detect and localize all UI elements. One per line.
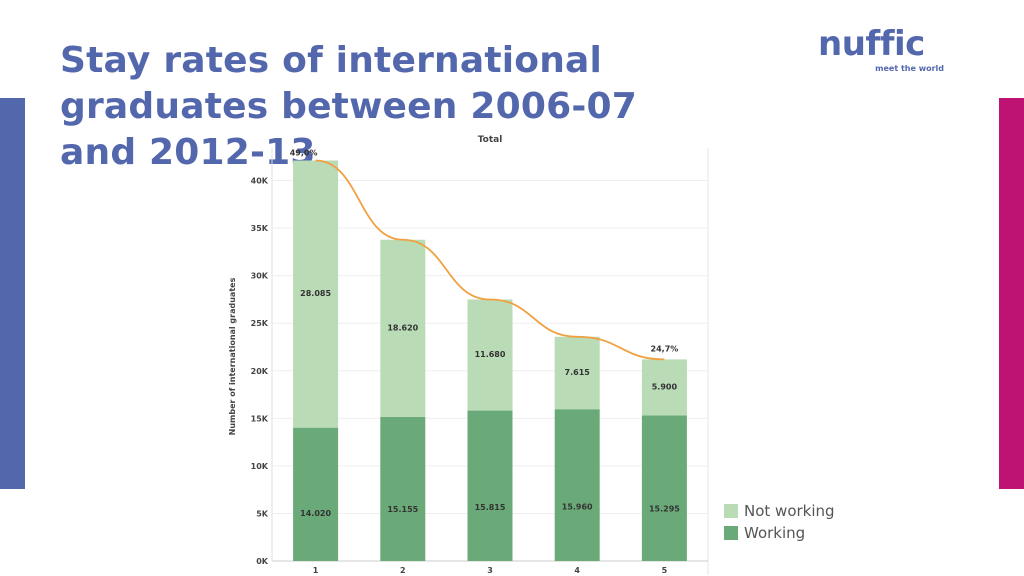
y-tick-label: 10K xyxy=(251,462,269,471)
x-tick-label: 5 xyxy=(662,566,668,575)
data-label-working: 15.155 xyxy=(387,505,418,514)
legend-swatch-working xyxy=(724,526,738,540)
data-label-working: 15.960 xyxy=(562,502,593,511)
bar-working xyxy=(293,427,339,561)
data-label-working: 15.815 xyxy=(475,503,506,512)
stay-rate-trend-line xyxy=(315,159,665,361)
y-tick-label: 40K xyxy=(251,177,269,186)
bar-not-working xyxy=(380,239,426,417)
bar-not-working xyxy=(641,359,687,416)
trend-label-first: 49,0% xyxy=(290,149,318,158)
data-label-not-working: 5.900 xyxy=(652,382,678,391)
y-tick-label: 35K xyxy=(251,224,269,233)
data-label-not-working: 18.620 xyxy=(387,323,418,332)
slide-title: Stay rates of international graduates be… xyxy=(60,40,637,173)
y-tick-label: 5K xyxy=(256,509,269,518)
bar-not-working xyxy=(467,299,513,411)
bar-not-working xyxy=(293,160,339,428)
bar-working xyxy=(554,409,600,561)
y-tick-label: 25K xyxy=(251,319,269,328)
nuffic-logo: nuffic meet the world xyxy=(818,24,948,80)
right-accent-bar xyxy=(999,98,1024,489)
y-tick-label: 15K xyxy=(251,414,269,423)
y-tick-label: 20K xyxy=(251,367,269,376)
y-tick-label: 30K xyxy=(251,272,269,281)
stacked-bar-chart: Total 0K 5K 10K 15K 20K 25K 30K 35K 40K Number of … xyxy=(228,135,709,575)
y-tick-label: 0K xyxy=(256,557,269,566)
data-label-working: 15.295 xyxy=(649,505,680,514)
data-label-not-working: 28.085 xyxy=(300,289,331,298)
bar-working xyxy=(380,416,426,561)
x-tick-label: 3 xyxy=(487,566,493,575)
trend-label-last: 24,7% xyxy=(651,344,679,353)
bar-working xyxy=(641,415,687,561)
legend-item-working: Working xyxy=(724,522,835,544)
data-label-not-working: 7.615 xyxy=(565,368,591,377)
bar-working xyxy=(467,410,513,561)
legend-label-not-working: Not working xyxy=(744,502,835,520)
legend-swatch-not-working xyxy=(724,504,738,518)
y-axis-label: Number of international graduates xyxy=(228,277,237,435)
chart-title: Total xyxy=(478,135,503,145)
bar-not-working xyxy=(554,336,600,410)
logo-wordmark: nuffic xyxy=(818,24,925,64)
chart-legend: Not working Working xyxy=(724,500,835,544)
x-tick-label: 2 xyxy=(400,566,406,575)
data-label-not-working: 11.680 xyxy=(475,350,506,359)
x-tick-label: 4 xyxy=(574,566,580,575)
logo-tagline: meet the world xyxy=(875,64,944,73)
legend-label-working: Working xyxy=(744,524,806,542)
left-accent-bar xyxy=(0,98,25,489)
data-label-working: 14.020 xyxy=(300,509,331,518)
legend-item-not-working: Not working xyxy=(724,500,835,522)
x-tick-label: 1 xyxy=(313,566,319,575)
